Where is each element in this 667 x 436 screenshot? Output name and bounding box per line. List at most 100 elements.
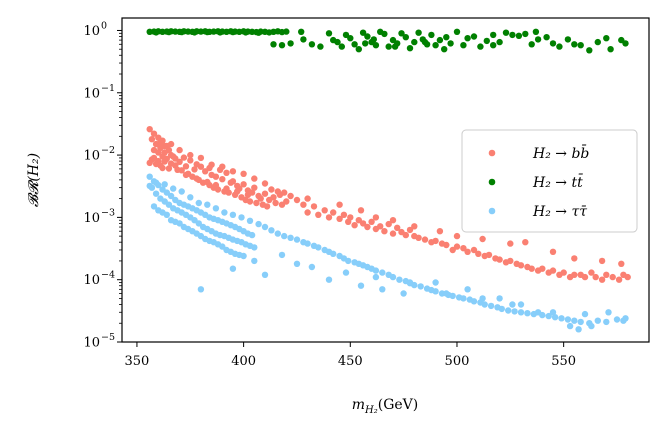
point-tt (359, 29, 367, 36)
point-bb (432, 237, 439, 245)
point-bb (453, 232, 461, 240)
point-bb (357, 207, 365, 214)
point-bb (528, 265, 535, 272)
point-bb (615, 276, 623, 283)
point-bb (274, 188, 281, 195)
point-tt (152, 29, 160, 36)
point-bb (253, 199, 260, 207)
point-bb (453, 243, 461, 250)
point-bb (223, 169, 230, 176)
point-tautau (229, 265, 237, 272)
x-axis-label-unit: (GeV) (378, 397, 419, 413)
point-tt (351, 41, 358, 48)
point-tautau (603, 318, 610, 326)
point-bb (496, 256, 503, 263)
point-tautau (165, 201, 173, 208)
point-tt (270, 41, 277, 48)
point-bb (624, 273, 631, 281)
point-tt (178, 28, 185, 36)
point-bb (522, 239, 529, 246)
point-tt (325, 30, 333, 37)
point-tt (334, 38, 341, 46)
point-bb (598, 257, 606, 265)
point-tautau (293, 236, 301, 243)
point-tautau (558, 315, 565, 322)
point-tt (441, 46, 448, 53)
point-bb (251, 175, 258, 182)
point-bb (470, 246, 478, 254)
point-bb (283, 198, 290, 205)
y-tick-label: 10 (83, 24, 100, 39)
point-bb (402, 231, 409, 239)
legend-marker-bb (488, 149, 496, 157)
point-tautau (481, 301, 488, 308)
x-tick-label: 500 (445, 354, 470, 369)
point-tautau (251, 257, 258, 265)
point-bb (155, 157, 162, 165)
point-tautau (505, 307, 512, 314)
point-tautau (479, 295, 486, 302)
legend: H₂ → bb̄ H₂ → tt̄ H₂ → ττ̄ (461, 129, 638, 233)
point-tautau (449, 292, 456, 300)
x-tick-label: 550 (551, 354, 576, 369)
point-bb (385, 220, 392, 228)
point-tt (370, 36, 377, 43)
point-bb (359, 220, 367, 227)
point-tautau (342, 269, 350, 276)
point-bb (560, 269, 567, 276)
point-tautau (229, 211, 237, 218)
point-tautau (509, 301, 516, 308)
point-bb (212, 173, 220, 180)
point-tt (191, 29, 198, 36)
point-tautau (545, 312, 552, 320)
point-tautau (517, 301, 525, 308)
point-tautau (178, 188, 185, 195)
point-bb (549, 248, 557, 255)
point-tt (515, 32, 523, 39)
point-tt (564, 36, 572, 43)
point-tautau (221, 209, 228, 216)
point-tautau (204, 201, 211, 208)
point-tautau (163, 211, 170, 218)
point-tautau (315, 244, 322, 251)
point-tautau (212, 205, 220, 212)
point-tautau (261, 223, 269, 231)
point-tautau (238, 214, 245, 221)
y-tick-label: 10 (83, 86, 100, 101)
x-tick-label: 400 (231, 354, 256, 369)
point-bb (485, 251, 493, 259)
point-bb (165, 165, 173, 172)
point-bb (197, 154, 205, 162)
point-tt (490, 42, 497, 49)
point-tt (278, 42, 286, 49)
point-bb (146, 126, 153, 133)
point-bb (421, 236, 429, 243)
point-tautau (146, 182, 153, 190)
point-tautau (268, 227, 275, 234)
point-tt (453, 28, 461, 35)
point-bb (240, 170, 247, 177)
point-bb (244, 191, 252, 198)
point-bb (609, 273, 616, 281)
x-axis-label-main: m (352, 397, 365, 413)
point-tautau (524, 310, 531, 317)
point-tautau (255, 220, 262, 228)
legend-label-bb: H₂ → bb̄ (532, 144, 589, 162)
point-bb (174, 166, 181, 173)
point-tautau (357, 282, 365, 289)
point-tautau (406, 279, 414, 286)
point-tt (543, 34, 550, 41)
point-bb (246, 198, 254, 205)
point-bb (159, 164, 166, 172)
point-tautau (372, 267, 380, 274)
point-bb (571, 271, 578, 278)
point-tautau (187, 194, 194, 201)
point-bb (219, 176, 226, 183)
point-bb (257, 195, 264, 202)
point-bb (464, 248, 471, 255)
point-bb (449, 246, 456, 254)
point-bb (581, 273, 589, 281)
point-tt (229, 28, 237, 36)
point-tt (372, 42, 380, 49)
point-bb (167, 140, 175, 148)
